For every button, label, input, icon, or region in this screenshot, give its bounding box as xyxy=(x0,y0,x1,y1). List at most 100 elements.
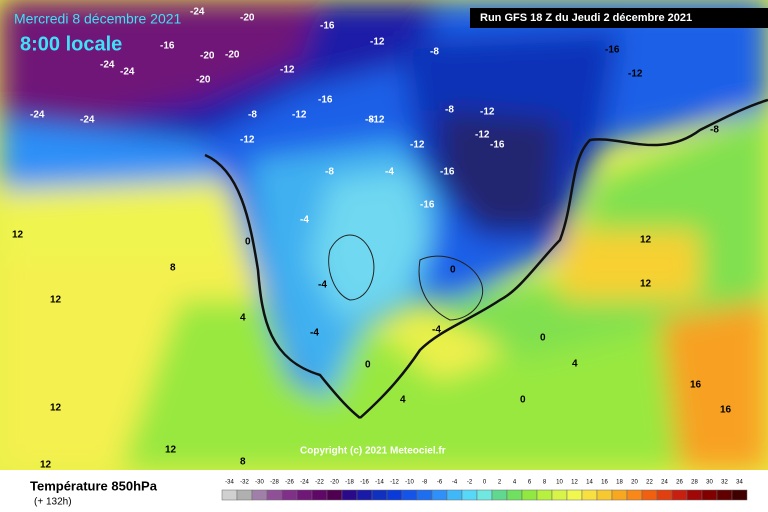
scale-label: 34 xyxy=(736,480,743,486)
scale-swatch xyxy=(461,489,478,501)
scale-swatch xyxy=(491,489,508,501)
contour-label: -20 xyxy=(240,13,255,24)
contour-label: -12 xyxy=(240,135,255,146)
contour-label: -4 xyxy=(385,167,394,178)
run-info: Run GFS 18 Z du Jeudi 2 décembre 2021 xyxy=(480,12,692,24)
contour-label: 8 xyxy=(240,457,246,468)
scale-label: 2 xyxy=(498,480,502,486)
contour-label: 0 xyxy=(245,237,251,248)
scale-label: 20 xyxy=(631,480,638,486)
scale-label: -32 xyxy=(240,480,249,486)
scale-swatch xyxy=(416,489,433,501)
scale-swatch xyxy=(701,489,718,501)
copyright: Copyright (c) 2021 Meteociel.fr xyxy=(300,446,446,457)
zero-isotherm xyxy=(204,98,768,419)
contour-label: -12 xyxy=(475,130,490,141)
scale-swatch xyxy=(341,489,358,501)
scale-swatch xyxy=(611,489,628,501)
scale-swatch xyxy=(566,489,583,501)
scale-swatch xyxy=(536,489,553,501)
contour-label: -24 xyxy=(120,67,135,78)
scale-label: 22 xyxy=(646,480,653,486)
scale-label: -34 xyxy=(225,480,234,486)
contour-label: -8 xyxy=(445,105,454,116)
legend-subtitle: (+ 132h) xyxy=(34,497,72,508)
scale-swatch xyxy=(386,489,403,501)
contour-label: -12 xyxy=(292,110,307,121)
contour-label: 16 xyxy=(720,405,732,416)
scale-swatch xyxy=(236,489,253,501)
contour-label: -8 xyxy=(325,167,334,178)
contour-label: -4 xyxy=(318,280,327,291)
scale-label: 10 xyxy=(556,480,563,486)
scale-label: 26 xyxy=(676,480,683,486)
contour-label: 0 xyxy=(520,395,526,406)
scale-swatch xyxy=(596,489,613,501)
scale-swatch xyxy=(356,489,373,501)
scale-swatch xyxy=(671,489,688,501)
contour-label: -20 xyxy=(200,51,215,62)
contour-label: -12 xyxy=(480,107,495,118)
contour-label: 12 xyxy=(40,460,52,471)
scale-label: 30 xyxy=(706,480,713,486)
contour-label: -16 xyxy=(440,167,455,178)
contour-label: -8 xyxy=(710,125,719,136)
contour-label: 12 xyxy=(50,295,62,306)
scale-swatch xyxy=(626,489,643,501)
contour-label: -16 xyxy=(160,41,175,52)
scale-label: 8 xyxy=(543,480,547,486)
contour-label: -12 xyxy=(410,140,425,151)
contour-label: -16 xyxy=(318,95,333,106)
scale-swatch xyxy=(506,489,523,501)
scale-swatch xyxy=(401,489,418,501)
scale-label: 0 xyxy=(483,480,487,486)
contour-label: -12 xyxy=(370,37,385,48)
contour-label: 0 xyxy=(450,265,456,276)
scale-label: -28 xyxy=(270,480,279,486)
contour-label: -16 xyxy=(605,45,620,56)
scale-swatch xyxy=(251,489,268,501)
scale-swatch xyxy=(431,489,448,501)
contour-label: -24 xyxy=(100,60,115,71)
scale-label: 32 xyxy=(721,480,728,486)
scale-label: -4 xyxy=(452,480,458,486)
contour-label: 0 xyxy=(540,333,546,344)
scale-label: -16 xyxy=(360,480,369,486)
scale-swatch xyxy=(371,489,388,501)
scale-label: -10 xyxy=(405,480,414,486)
contour-label: -24 xyxy=(80,115,95,126)
contour-label: 12 xyxy=(50,403,62,414)
scale-label: -14 xyxy=(375,480,384,486)
coastline xyxy=(328,234,484,321)
contour-label: -8 xyxy=(365,115,374,126)
scale-label: -12 xyxy=(390,480,399,486)
scale-label: -18 xyxy=(345,480,354,486)
scale-label: -20 xyxy=(330,480,339,486)
legend-title: Température 850hPa xyxy=(30,478,158,493)
contour-label: -20 xyxy=(225,50,240,61)
contour-label: -12 xyxy=(280,65,295,76)
scale-swatch xyxy=(641,489,658,501)
scale-swatch xyxy=(521,489,538,501)
contour-label: 4 xyxy=(400,395,406,406)
time-title: 8:00 locale xyxy=(20,33,122,55)
contour-label: -20 xyxy=(196,75,211,86)
scale-label: -6 xyxy=(437,480,443,486)
scale-label: 6 xyxy=(528,480,532,486)
contour-label: 4 xyxy=(240,313,246,324)
contour-label: -4 xyxy=(300,215,309,226)
contour-label: -16 xyxy=(490,140,505,151)
contour-label: 12 xyxy=(165,445,177,456)
contour-label: -16 xyxy=(420,200,435,211)
scale-label: 24 xyxy=(661,480,668,486)
scale-swatch xyxy=(326,489,343,501)
contour-label: -16 xyxy=(320,21,335,32)
scale-swatch xyxy=(551,489,568,501)
scale-label: -22 xyxy=(315,480,324,486)
contour-label: 4 xyxy=(572,359,578,370)
scale-swatch xyxy=(221,489,238,501)
scale-label: 16 xyxy=(601,480,608,486)
scale-label: 18 xyxy=(616,480,623,486)
scale-label: 4 xyxy=(513,480,517,486)
